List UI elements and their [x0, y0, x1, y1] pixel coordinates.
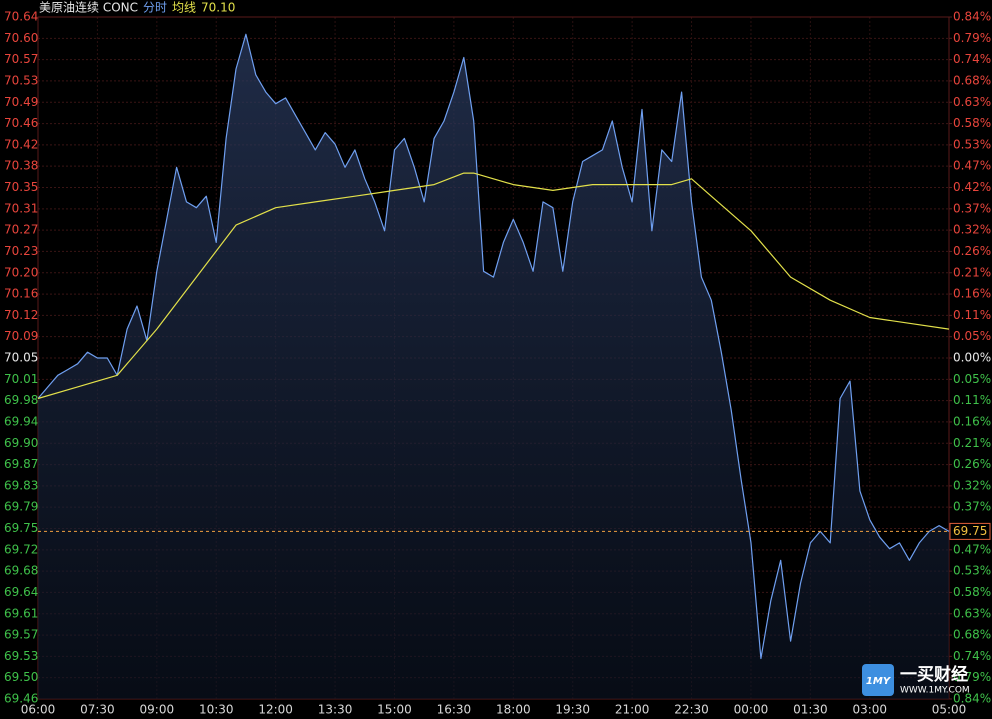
x-tick-label: 18:00 — [496, 703, 531, 717]
y2-tick-label: 0.21% — [953, 265, 991, 279]
y2-tick-label: 0.05% — [953, 329, 991, 343]
y-tick-label: 69.87 — [4, 457, 38, 471]
y2-tick-label: 0.00% — [953, 351, 991, 365]
x-tick-label: 15:00 — [377, 703, 412, 717]
x-tick-label: 00:00 — [734, 703, 769, 717]
x-tick-label: 05:00 — [932, 703, 967, 717]
y-tick-label: 69.79 — [4, 500, 38, 514]
y2-tick-label: 0.53% — [953, 564, 991, 578]
legend-entry: 均线 — [172, 1, 196, 15]
y-tick-label: 69.50 — [4, 670, 38, 684]
y2-tick-label: 0.74% — [953, 52, 991, 66]
y2-tick-label: 0.79% — [953, 670, 991, 684]
price-line — [37, 33, 950, 660]
y-tick-label: 70.46 — [4, 116, 38, 130]
y-tick-label: 69.53 — [4, 649, 38, 663]
y2-tick-label: 0.68% — [953, 73, 991, 87]
y2-tick-label: 0.21% — [953, 436, 991, 450]
logo-box — [862, 664, 894, 696]
y2-tick-label: 0.79% — [953, 31, 991, 45]
y-tick-label: 69.83 — [4, 478, 38, 492]
last-price-label: 69.75 — [953, 524, 987, 538]
y-tick-label: 69.61 — [4, 606, 38, 620]
watermark-url: WWW.1MY.COM — [900, 686, 970, 696]
y2-tick-label: 0.11% — [953, 308, 991, 322]
y-tick-label: 70.12 — [4, 308, 38, 322]
area — [38, 34, 949, 700]
x-tick-label: 09:00 — [140, 703, 175, 717]
y-tick-label: 70.64 — [4, 10, 38, 24]
y-tick-label: 69.57 — [4, 628, 38, 642]
y-tick-label: 70.23 — [4, 244, 38, 258]
y-tick-label: 70.31 — [4, 201, 38, 215]
x-tick-label: 06:00 — [21, 703, 56, 717]
y2-tick-label: 0.84% — [953, 692, 991, 706]
y2-tick-label: 0.84% — [953, 10, 991, 24]
y2-tick-label: 0.68% — [953, 628, 991, 642]
y2-tick-label: 0.37% — [953, 500, 991, 514]
y-tick-label: 70.57 — [4, 52, 38, 66]
y-tick-label: 70.16 — [4, 287, 38, 301]
y-tick-label: 69.90 — [4, 436, 38, 450]
y2-tick-label: 0.26% — [953, 457, 991, 471]
y-tick-label: 70.09 — [4, 329, 38, 343]
y2-tick-label: 0.47% — [953, 542, 991, 556]
x-tick-label: 21:00 — [615, 703, 650, 717]
y2-tick-label: 0.74% — [953, 649, 991, 663]
y-tick-label: 70.20 — [4, 265, 38, 279]
y-tick-label: 69.64 — [4, 585, 38, 599]
legend-entry: 分时 — [143, 1, 167, 15]
x-tick-label: 13:30 — [318, 703, 353, 717]
y-tick-label: 69.98 — [4, 393, 38, 407]
y-tick-label: 70.38 — [4, 159, 38, 173]
y-tick-label: 69.72 — [4, 542, 38, 556]
x-tick-label: 07:30 — [80, 703, 115, 717]
y2-tick-label: 0.58% — [953, 585, 991, 599]
y-tick-label: 70.05 — [4, 351, 38, 365]
y-tick-label: 69.75 — [4, 521, 38, 535]
y-tick-label: 70.35 — [4, 180, 38, 194]
x-tick-label: 19:30 — [555, 703, 590, 717]
y2-tick-label: 0.16% — [953, 287, 991, 301]
y2-tick-label: 0.42% — [953, 180, 991, 194]
x-tick-label: 10:30 — [199, 703, 234, 717]
x-tick-label: 01:30 — [793, 703, 828, 717]
y2-tick-label: 0.53% — [953, 137, 991, 151]
y-tick-label: 70.01 — [4, 372, 38, 386]
y2-tick-label: 0.05% — [953, 372, 991, 386]
y2-tick-label: 0.32% — [953, 223, 991, 237]
y2-tick-label: 0.47% — [953, 159, 991, 173]
watermark: 1MY 一买财经 WWW.1MY.COM — [862, 664, 970, 696]
y2-tick-label: 0.11% — [953, 393, 991, 407]
y2-tick-label: 0.16% — [953, 414, 991, 428]
legend: 美原油连续 CONC 分时 均线 70.10 — [39, 0, 235, 15]
y-tick-label: 70.42 — [4, 137, 38, 151]
y2-tick-label: 0.63% — [953, 606, 991, 620]
chart-title: 美原油连续 CONC — [39, 0, 138, 15]
average-line — [37, 172, 950, 400]
y-tick-label: 70.27 — [4, 223, 38, 237]
y2-tick-label: 0.63% — [953, 95, 991, 109]
y-tick-label: 70.53 — [4, 73, 38, 87]
y-tick-label: 69.68 — [4, 564, 38, 578]
x-tick-label: 22:30 — [674, 703, 709, 717]
y2-tick-label: 0.37% — [953, 201, 991, 215]
y-tick-label: 69.94 — [4, 414, 38, 428]
y-tick-label: 69.46 — [4, 692, 38, 706]
logo-text: 1MY — [866, 676, 892, 687]
last-price-box — [949, 522, 991, 540]
watermark-name: 一买财经 — [900, 664, 968, 685]
x-tick-label: 16:30 — [437, 703, 472, 717]
y2-tick-label: 0.58% — [953, 116, 991, 130]
y-tick-label: 70.60 — [4, 31, 38, 45]
y-tick-label: 70.49 — [4, 95, 38, 109]
legend-value: 70.10 — [201, 1, 235, 15]
y2-tick-label: 0.32% — [953, 478, 991, 492]
y2-tick-label: 0.26% — [953, 244, 991, 258]
x-tick-label: 12:00 — [258, 703, 293, 717]
x-tick-label: 03:00 — [852, 703, 887, 717]
